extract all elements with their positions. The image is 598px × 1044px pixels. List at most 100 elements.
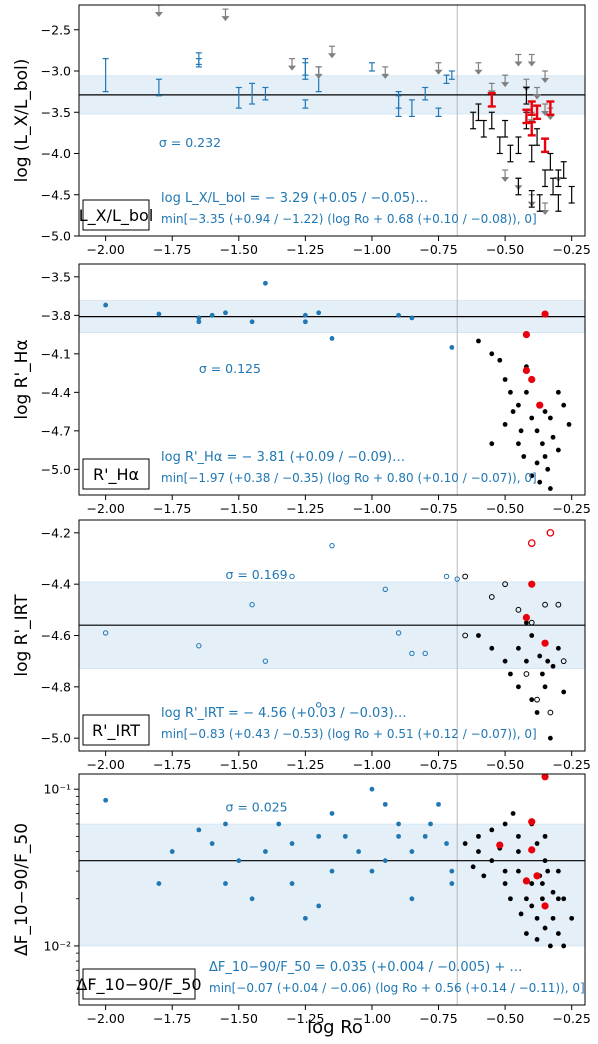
black-point bbox=[555, 645, 561, 651]
blue-point bbox=[316, 903, 322, 909]
black-error-bar bbox=[502, 119, 509, 138]
panel-delta-f: −2.00 −1.75 −1.50 −1.25 −1.00 −0.75 −0.50 −0.25… bbox=[12, 773, 591, 1026]
blue-point bbox=[436, 801, 441, 807]
blue-point bbox=[329, 868, 335, 874]
blue-point bbox=[382, 586, 388, 592]
red-point bbox=[541, 310, 549, 318]
gray-upper-limit bbox=[314, 66, 323, 79]
x-tick-label: −1.00 bbox=[353, 501, 391, 516]
x-tick-label: −0.25 bbox=[553, 242, 591, 257]
gray-upper-limit bbox=[288, 58, 297, 71]
blue-error-bar bbox=[102, 58, 109, 93]
black-point bbox=[542, 684, 548, 690]
black-open-point bbox=[542, 601, 548, 608]
x-tick-label: −1.50 bbox=[220, 501, 258, 516]
y-tick-label: −5.0 bbox=[41, 462, 71, 477]
black-point bbox=[502, 377, 508, 382]
blue-error-bar bbox=[195, 58, 202, 68]
y-axis-label: ΔF_10−90/F_50 bbox=[12, 823, 32, 956]
panel-label-box bbox=[82, 968, 196, 1000]
x-tick-label: −0.75 bbox=[419, 1011, 457, 1026]
blue-point bbox=[263, 280, 268, 286]
panel-label-box bbox=[82, 199, 150, 231]
blue-point bbox=[342, 833, 348, 839]
blue-error-bar bbox=[302, 58, 309, 80]
x-tick-label: −1.50 bbox=[220, 757, 258, 772]
black-point bbox=[481, 873, 487, 879]
x-tick-label: −1.50 bbox=[220, 1011, 258, 1026]
blue-point bbox=[443, 573, 450, 580]
red-open-point bbox=[527, 539, 536, 547]
black-point bbox=[524, 931, 529, 936]
black-point bbox=[489, 645, 495, 651]
x-tick-label: −1.00 bbox=[353, 242, 391, 257]
x-tick-label: −1.00 bbox=[353, 757, 391, 772]
blue-error-bar bbox=[408, 99, 415, 117]
fit-formula-line1: log L_X/L_bol = − 3.29 (+0.05 / −0.05)… bbox=[161, 191, 428, 206]
blue-error-bar bbox=[368, 62, 375, 72]
x-tick-label: −0.75 bbox=[419, 757, 457, 772]
blue-error-bar bbox=[395, 95, 402, 109]
black-point bbox=[489, 351, 495, 357]
black-open-point bbox=[462, 632, 469, 639]
black-point bbox=[569, 915, 575, 921]
black-open-point bbox=[534, 696, 540, 703]
black-point bbox=[502, 868, 508, 874]
gray-upper-limit bbox=[154, 5, 163, 17]
blue-error-bar bbox=[435, 107, 442, 117]
blue-point bbox=[382, 858, 388, 864]
y-tick-label: 10⁻¹ bbox=[43, 782, 71, 797]
fit-formula-line2: min[−0.07 (+0.04 / −0.06) (log Ro + 0.56… bbox=[209, 981, 585, 995]
blue-point bbox=[454, 576, 460, 582]
blue-point bbox=[382, 801, 388, 807]
black-error-bar bbox=[470, 111, 477, 130]
blue-point bbox=[209, 312, 215, 318]
black-point bbox=[539, 881, 545, 886]
black-point bbox=[555, 868, 561, 874]
panel-label-box bbox=[82, 458, 150, 490]
black-point bbox=[550, 889, 556, 895]
x-tick-label: −0.50 bbox=[486, 1011, 524, 1026]
blue-point bbox=[196, 319, 202, 325]
x-tick-label: −0.75 bbox=[419, 501, 457, 516]
black-point bbox=[489, 441, 495, 447]
black-point bbox=[547, 943, 553, 949]
black-point bbox=[508, 671, 513, 677]
blue-point bbox=[196, 827, 202, 833]
black-point bbox=[502, 658, 508, 664]
black-point bbox=[537, 653, 543, 659]
gray-upper-limit bbox=[501, 169, 510, 182]
blue-point bbox=[422, 650, 428, 657]
x-axis-label: log Ro bbox=[307, 1017, 363, 1038]
black-point bbox=[470, 864, 476, 870]
data-points bbox=[103, 280, 572, 491]
red-point bbox=[522, 613, 531, 622]
black-point bbox=[529, 415, 535, 421]
x-tick-label: −1.25 bbox=[286, 1011, 324, 1026]
black-point bbox=[476, 338, 481, 344]
x-tick-label: −1.25 bbox=[286, 757, 324, 772]
red-error-bar bbox=[533, 104, 542, 121]
black-error-bar bbox=[515, 177, 522, 196]
black-point bbox=[545, 466, 551, 472]
y-tick-label: −4.2 bbox=[41, 525, 71, 540]
blue-point bbox=[409, 650, 415, 657]
y-tick-label: −4.5 bbox=[41, 187, 71, 202]
black-point bbox=[545, 868, 551, 874]
plot-area bbox=[79, 774, 585, 1005]
black-error-bar bbox=[534, 128, 541, 146]
blue-error-bar bbox=[155, 78, 162, 97]
gray-upper-limit bbox=[501, 74, 510, 88]
scatter-band bbox=[79, 823, 585, 947]
black-error-bar bbox=[507, 144, 514, 163]
data-points bbox=[102, 528, 567, 741]
red-point bbox=[496, 841, 504, 849]
y-tick-label: −4.4 bbox=[41, 577, 71, 592]
red-point bbox=[528, 846, 536, 854]
blue-point bbox=[249, 319, 255, 325]
x-tick-label: −0.75 bbox=[419, 242, 457, 257]
plot-area bbox=[79, 5, 585, 236]
black-point bbox=[510, 811, 516, 816]
red-open-point bbox=[546, 528, 555, 537]
